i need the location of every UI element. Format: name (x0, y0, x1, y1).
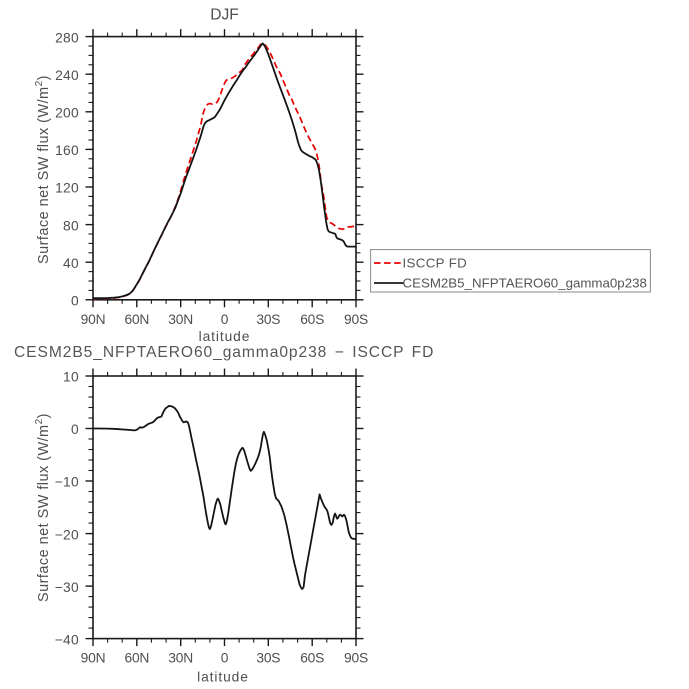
svg-text:30S: 30S (256, 312, 280, 327)
svg-text:240: 240 (55, 68, 79, 83)
svg-text:160: 160 (55, 143, 79, 158)
svg-text:latitude: latitude (197, 670, 249, 685)
svg-text:90S: 90S (344, 650, 368, 665)
svg-text:−10: −10 (55, 475, 79, 490)
svg-text:10: 10 (63, 370, 79, 385)
svg-text:280: 280 (55, 30, 79, 45)
svg-text:90N: 90N (81, 312, 106, 327)
svg-text:ISCCP FD: ISCCP FD (403, 256, 468, 271)
svg-text:−40: −40 (55, 632, 79, 647)
svg-text:0: 0 (71, 422, 79, 437)
svg-text:200: 200 (55, 106, 79, 121)
svg-text:60S: 60S (300, 650, 324, 665)
svg-text:30N: 30N (168, 650, 193, 665)
svg-text:CESM2B5_NFPTAERO60_gamma0p238: CESM2B5_NFPTAERO60_gamma0p238 (403, 276, 647, 291)
svg-text:latitude: latitude (199, 329, 251, 344)
svg-text:−20: −20 (55, 527, 79, 542)
svg-text:60S: 60S (300, 312, 324, 327)
svg-text:30S: 30S (256, 650, 280, 665)
svg-text:120: 120 (55, 181, 79, 196)
svg-text:60N: 60N (124, 312, 149, 327)
svg-text:−30: −30 (55, 580, 79, 595)
svg-text:80: 80 (63, 218, 79, 233)
svg-text:0: 0 (71, 294, 79, 309)
svg-text:0: 0 (221, 312, 229, 327)
svg-text:DJF: DJF (210, 7, 239, 24)
svg-text:40: 40 (63, 256, 79, 271)
svg-text:30N: 30N (168, 312, 193, 327)
svg-text:90S: 90S (344, 312, 368, 327)
svg-text:60N: 60N (124, 650, 149, 665)
svg-text:90N: 90N (81, 650, 106, 665)
svg-text:0: 0 (221, 650, 229, 665)
